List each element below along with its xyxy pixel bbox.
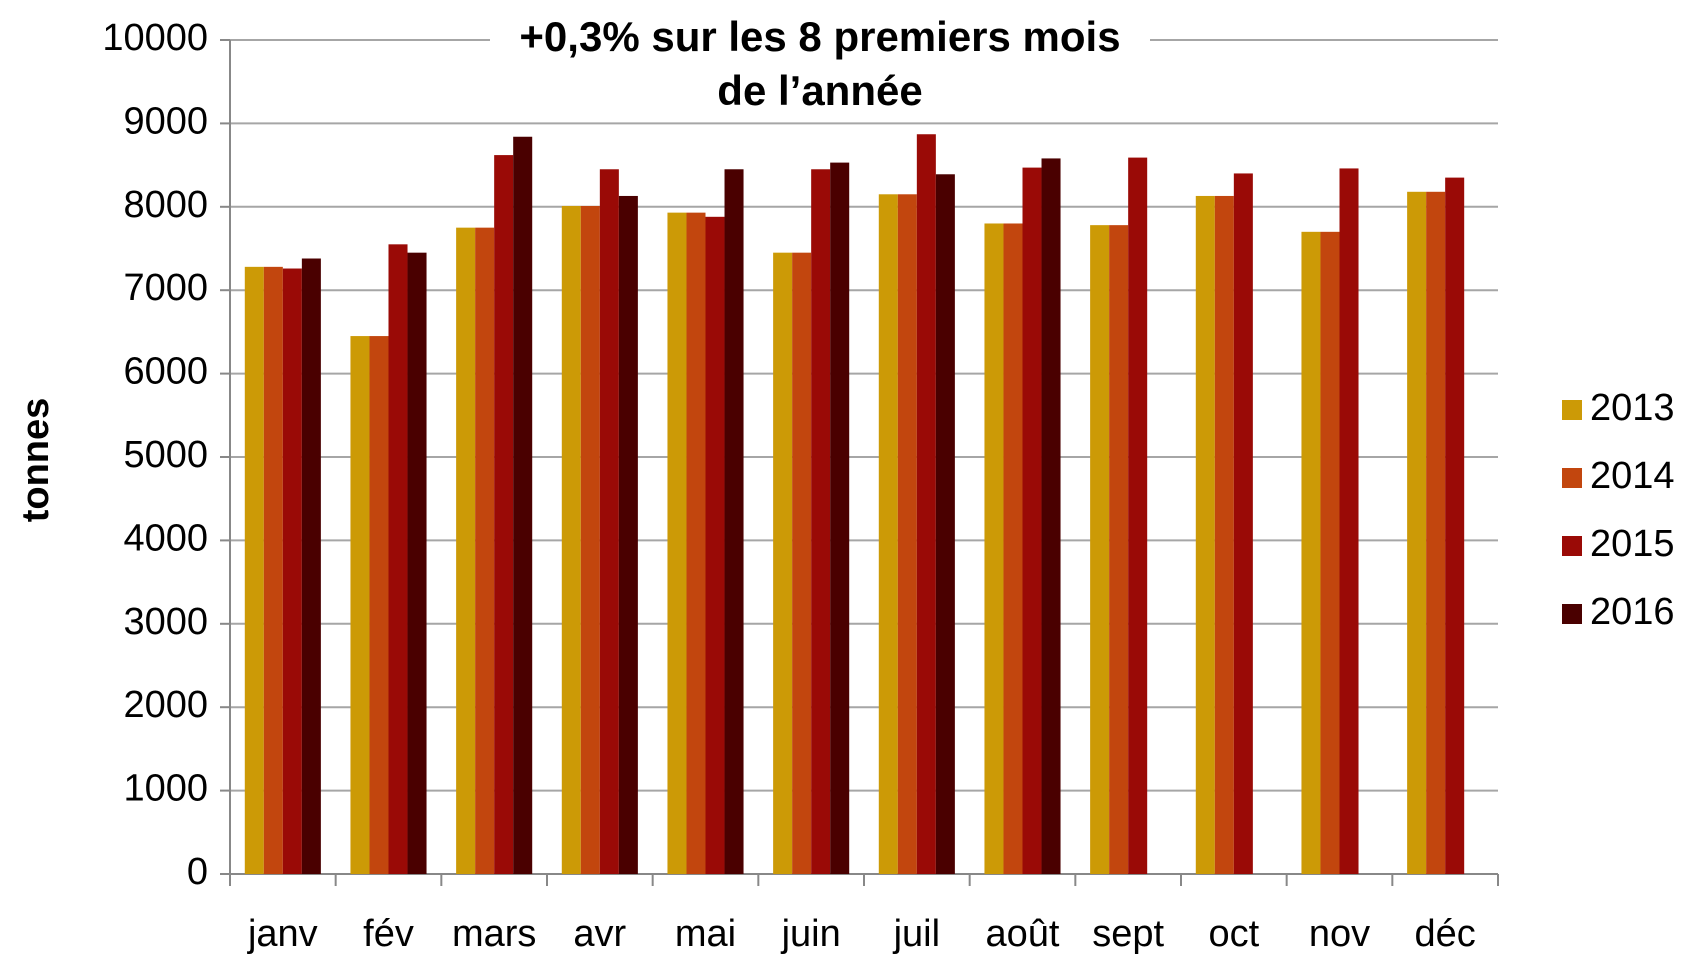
bar [1301, 231, 1321, 874]
x-tick-label: nov [1309, 913, 1370, 955]
bar [1090, 225, 1110, 874]
bar [830, 162, 850, 874]
x-tick-label: juin [781, 913, 841, 955]
y-tick-label: 7000 [123, 267, 208, 309]
legend-label: 2014 [1590, 455, 1675, 497]
bar [263, 266, 283, 874]
bar [705, 216, 725, 875]
bar [456, 227, 476, 874]
bar [513, 136, 533, 874]
bar [350, 336, 370, 874]
bar [897, 194, 917, 875]
bar [282, 268, 302, 874]
y-tick-label: 8000 [123, 184, 208, 226]
bar [667, 212, 687, 874]
bar [301, 258, 321, 874]
bar [984, 223, 1004, 875]
x-tick-label: janv [247, 913, 318, 955]
x-tick-label: avr [573, 913, 626, 955]
legend-label: 2013 [1590, 387, 1675, 429]
bar [686, 212, 706, 874]
y-tick-label: 3000 [123, 601, 208, 643]
bar [1109, 225, 1129, 874]
bar [388, 244, 408, 874]
legend-swatch [1562, 468, 1582, 488]
x-tick-label: déc [1415, 913, 1476, 955]
y-tick-label: 10000 [102, 17, 208, 59]
bar [916, 134, 936, 874]
x-tick-label: août [986, 913, 1060, 955]
x-tick-label: juil [893, 913, 940, 955]
bar [1407, 191, 1427, 875]
bar [792, 252, 812, 875]
bar [1339, 168, 1359, 874]
bar [1022, 167, 1042, 875]
x-tick-label: mai [675, 913, 736, 955]
bar [475, 227, 495, 874]
bar [1233, 173, 1253, 874]
legend-label: 2015 [1590, 523, 1675, 565]
bar [407, 252, 427, 875]
x-tick-label: fév [363, 913, 414, 955]
y-tick-label: 5000 [123, 434, 208, 476]
legend-swatch [1562, 604, 1582, 624]
legend-label: 2016 [1590, 591, 1675, 633]
bar [1445, 177, 1465, 875]
legend-swatch [1562, 536, 1582, 556]
y-tick-label: 1000 [123, 768, 208, 810]
y-tick-label: 2000 [123, 684, 208, 726]
bar [618, 195, 638, 874]
bar [1041, 158, 1061, 875]
bar [878, 194, 898, 875]
bar [1320, 231, 1340, 874]
y-axis-label: tonnes [15, 398, 57, 523]
bar [1195, 195, 1215, 874]
bar [1426, 191, 1446, 875]
bar [935, 174, 955, 875]
y-tick-label: 4000 [123, 517, 208, 559]
x-tick-label: sept [1092, 913, 1164, 955]
bar [599, 169, 619, 874]
bar [561, 205, 581, 874]
x-tick-label: oct [1208, 913, 1259, 955]
bar [580, 205, 600, 874]
bar [244, 266, 264, 874]
bar [369, 336, 389, 874]
legend-swatch [1562, 400, 1582, 420]
y-tick-label: 9000 [123, 100, 208, 142]
y-tick-label: 6000 [123, 351, 208, 393]
bar [1128, 157, 1148, 874]
bar [724, 169, 744, 874]
bar [1003, 223, 1023, 875]
bar [773, 252, 793, 875]
bar [1214, 195, 1234, 874]
y-tick-label: 0 [187, 851, 208, 893]
x-tick-label: mars [452, 913, 536, 955]
bar [811, 169, 831, 874]
bar [494, 155, 514, 875]
chart-title: +0,3% sur les 8 premiers mois de l’année [490, 6, 1150, 122]
